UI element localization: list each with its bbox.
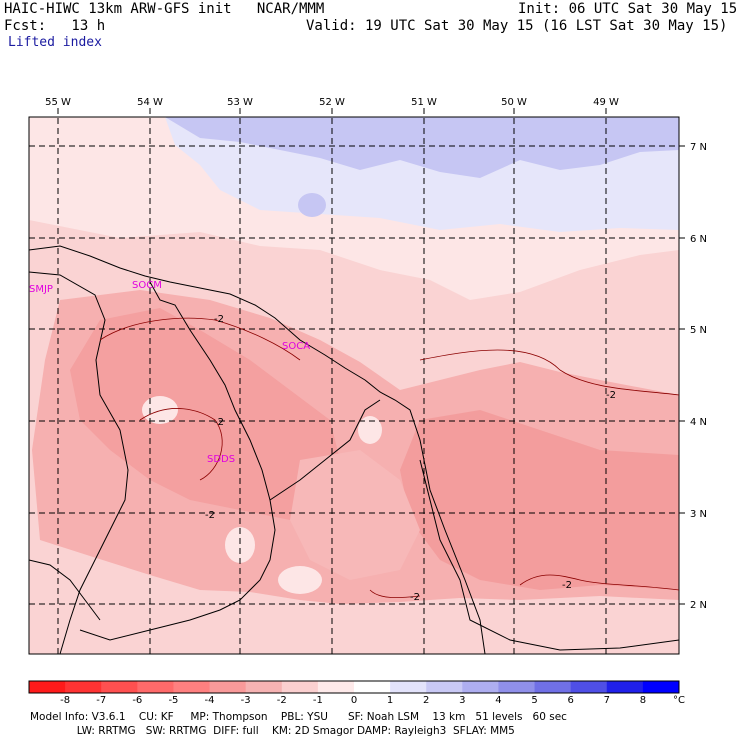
colorbar-swatch [173,681,211,693]
lon-label: 49 W [593,97,619,108]
contour-label: -2 [205,510,215,521]
weak-patch-4 [278,566,322,594]
weak-patch-2 [358,416,382,444]
colorbar-label: -5 [168,695,179,706]
colorbar-label: 8 [639,695,647,706]
init-time: Init: 06 UTC Sat 30 May 15 [518,1,738,17]
brazil-border [419,459,680,651]
contour-line [369,589,421,599]
station-sdds: SDDS [207,454,235,465]
contour-line [419,349,680,396]
colorbar-swatch [642,681,680,693]
suriname-west-border [28,271,129,655]
contour-label: -2 [214,314,224,325]
station-soca: SOCA [282,341,310,352]
valid-time: Valid: 19 UTC Sat 30 May 15 (16 LST Sat … [306,18,728,34]
colorbar-label: 0 [350,695,358,706]
negative-core-west [70,308,340,520]
colorbar-swatch [317,681,355,693]
fg-border-segment [269,399,381,501]
colorbar-label: -1 [312,695,323,706]
colorbar [28,680,680,694]
lat-label: 5 N [690,325,707,336]
positive-zone-mid [165,117,679,178]
longitude-labels: 55 W 54 W 53 W 52 W 51 W 50 W 49 W [45,97,619,108]
colorbar-swatch [606,681,644,693]
colorbar-label: 2 [423,695,430,706]
weak-patch-3 [225,527,255,563]
lon-label: 53 W [227,97,253,108]
contour-label: -2 [410,592,420,603]
contour-labels: -2 -2 -2 -2 -2 -2 [205,314,616,603]
lat-label: 7 N [690,142,707,153]
contour-label: -2 [214,417,224,428]
negative-patch-central [290,450,420,580]
lon-label: 51 W [411,97,437,108]
station-smjp: SMJP [29,284,53,295]
colorbar-label: -2 [276,695,287,706]
map-frame [28,116,680,655]
colorbar-swatch [426,681,463,693]
positive-blob [298,193,326,217]
field-name: Lifted index [8,35,102,50]
contours [99,317,680,599]
colorbar-label: 4 [495,695,502,706]
colorbar-label: -7 [96,695,107,706]
colorbar-label: °C [673,695,685,706]
lat-label: 2 N [690,600,707,611]
model-info-line-2: LW: RRTMG SW: RRTMG DIFF: full KM: 2D Sm… [30,725,515,737]
weak-patch-1 [142,396,178,424]
lon-label: 52 W [319,97,345,108]
lat-label: 4 N [690,417,707,428]
colorbar-label: 3 [459,695,466,706]
colorbar-label: 6 [567,695,574,706]
colorbar-swatch [65,681,102,693]
forecast-hour: Fcst: 13 h [4,18,106,34]
lon-label: 50 W [501,97,527,108]
colorbar-swatch [462,681,499,693]
colorbar-swatch [570,681,608,693]
model-info-line-1: Model Info: V3.6.1 CU: KF MP: Thompson P… [30,711,567,723]
colorbar-swatch [137,681,174,693]
lon-label: 54 W [137,97,163,108]
coastline [28,245,486,655]
colorbar-label: 1 [386,695,394,706]
colorbar-swatch [354,681,391,693]
colorbar-swatch [245,681,283,693]
colorbar-label: -6 [132,695,143,706]
contour-label: -2 [562,580,572,591]
contour-line [519,574,680,591]
colorbar-label: 5 [531,695,538,706]
colorbar-swatch [498,681,536,693]
sw-border [28,559,101,621]
stations: SMJP SOCM SOCA SDDS [29,280,310,465]
colorbar-swatch [390,681,427,693]
colorbar-swatch [101,681,138,693]
colorbar-frame [28,680,680,694]
colorbar-swatch [281,681,319,693]
model-title: HAIC-HIWC 13km ARW-GFS init NCAR/MMM [4,1,325,17]
colorbar-swatch [29,681,66,693]
colorbar-swatch [209,681,247,693]
contour-line [139,408,223,481]
boundaries [28,245,680,655]
graticule [29,108,688,654]
contour-line [99,317,301,361]
latitude-labels: 7 N 6 N 5 N 4 N 3 N 2 N [690,142,707,611]
contour-label: -2 [606,390,616,401]
colorbar-label: -4 [204,695,215,706]
colorbar-label: 7 [603,695,610,706]
lat-label: 3 N [690,509,707,520]
colorbar-label: -3 [240,695,251,706]
lon-label: 55 W [45,97,71,108]
colorbar-label: -8 [60,695,71,706]
lat-label: 6 N [690,234,707,245]
negative-core-east [400,410,679,590]
station-socm: SOCM [132,280,162,291]
colorbar-swatch [534,681,572,693]
